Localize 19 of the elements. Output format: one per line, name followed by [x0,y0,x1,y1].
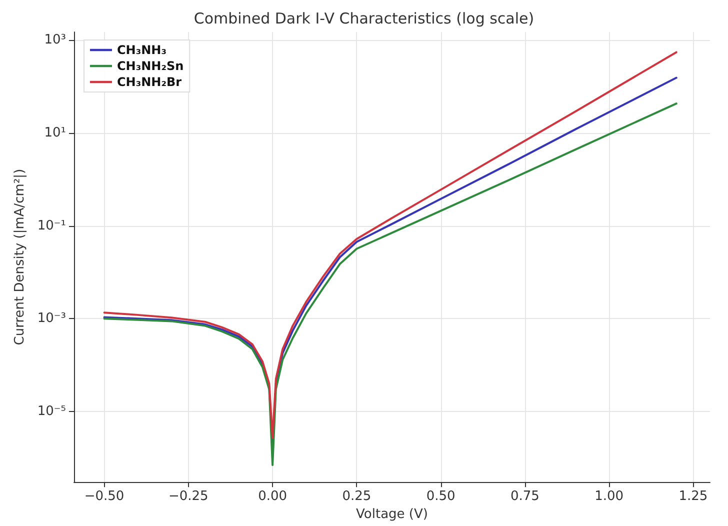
x-tick-label: 0.50 [426,489,456,504]
legend-label: CH₃NH₂Br [117,75,182,89]
x-tick-label: 0.75 [510,489,540,504]
y-tick-label: 10⁻³ [37,311,66,326]
legend-label: CH₃NH₃ [117,43,166,57]
legend-label: CH₃NH₂Sn [117,59,184,73]
x-axis-title: Voltage (V) [356,507,428,522]
x-tick-label: −0.50 [84,489,124,504]
y-tick-label: 10¹ [44,125,66,140]
x-tick-label: −0.25 [168,489,208,504]
chart-title: Combined Dark I-V Characteristics (log scale) [194,10,534,28]
y-tick-label: 10³ [44,32,66,48]
y-tick-label: 10⁻¹ [37,218,66,234]
x-tick-label: 1.25 [678,489,708,504]
y-tick-label: 10⁻⁵ [37,404,66,419]
y-axis-title: Current Density (|mA/cm²|) [12,168,28,346]
x-tick-label: 0.00 [258,489,288,504]
x-tick-label: 0.25 [342,489,372,504]
x-tick-label: 1.00 [594,489,624,504]
